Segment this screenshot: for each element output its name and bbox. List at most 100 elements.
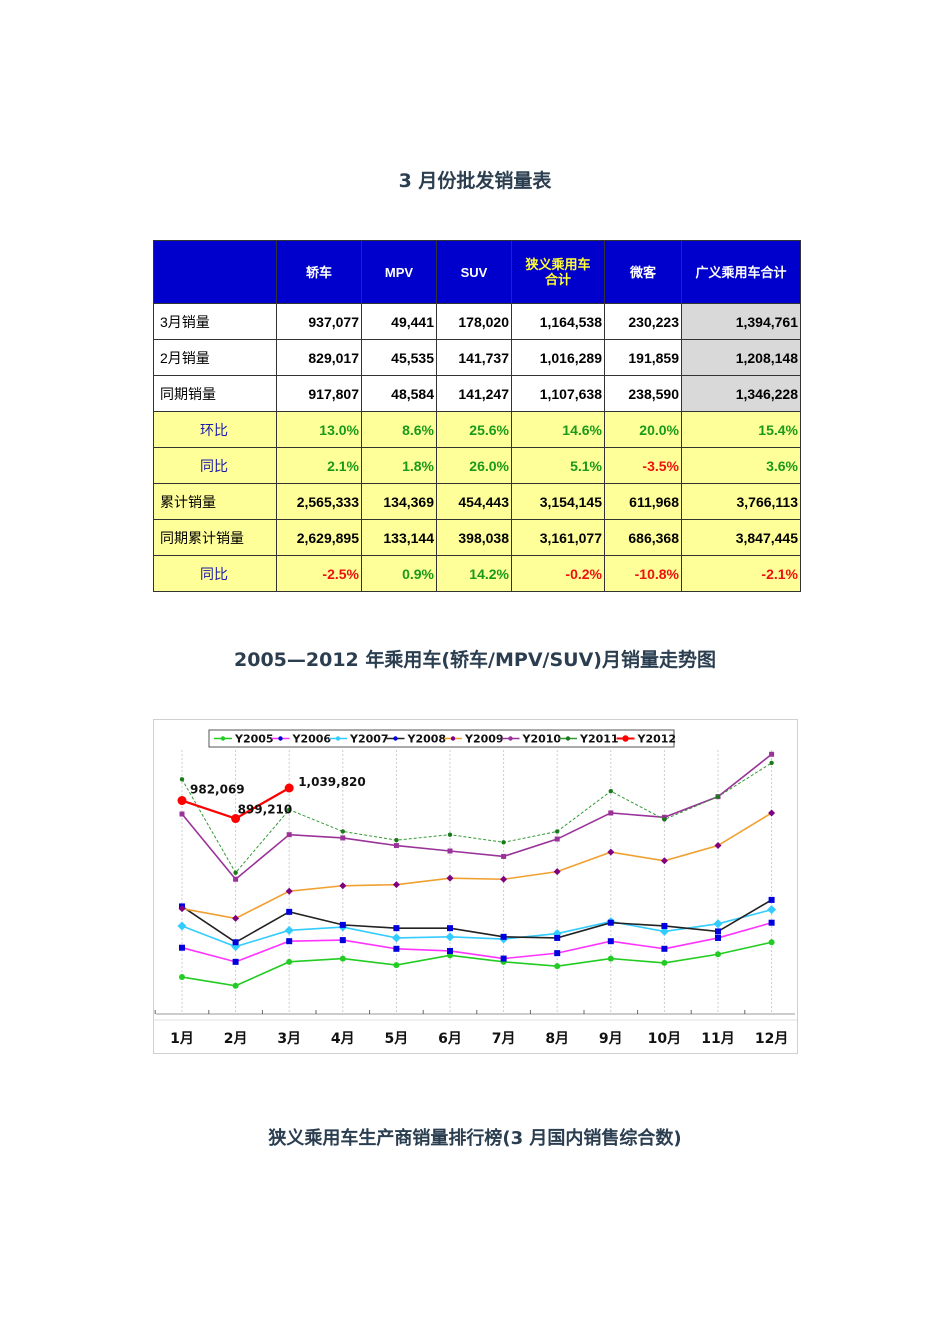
row-label: 3月销量 (153, 303, 277, 340)
data-point (500, 933, 507, 940)
data-point (554, 963, 561, 970)
table-cell: 3,161,077 (511, 519, 605, 556)
table-cell: 5.1% (511, 447, 605, 484)
table-cell: 134,369 (361, 483, 437, 520)
data-point (286, 938, 293, 945)
x-tick-label: 10月 (648, 1031, 681, 1047)
data-point (285, 887, 293, 895)
data-point (392, 881, 400, 889)
data-point (178, 905, 186, 913)
table-title: 3 月份批发销量表 (398, 170, 552, 192)
svg-text:Y2007: Y2007 (349, 733, 389, 746)
x-tick-label: 3月 (277, 1031, 301, 1047)
table-cell: 230,223 (604, 303, 682, 340)
table-cell: 14.2% (436, 555, 512, 592)
table-cell: 14.6% (511, 411, 605, 448)
data-point (286, 908, 293, 915)
table-cell: 611,968 (604, 483, 682, 520)
table-cell: 937,077 (276, 303, 362, 340)
data-point (768, 809, 776, 817)
data-point (445, 932, 455, 942)
table-cell: 1.8% (361, 447, 437, 484)
data-point (769, 760, 774, 766)
data-point (447, 848, 453, 854)
data-point (768, 939, 775, 946)
data-point (500, 875, 508, 883)
data-point (554, 934, 561, 941)
data-point (607, 938, 614, 945)
data-point (607, 919, 614, 926)
row-label: 累计销量 (153, 483, 277, 520)
svg-text:Y2006: Y2006 (292, 733, 332, 746)
table-header-row: 轿车 MPV SUV 狭义乘用车合计 微客 广义乘用车合计 (153, 240, 801, 304)
data-point (393, 843, 399, 849)
data-point (339, 937, 346, 944)
table-cell: 1,107,638 (511, 375, 605, 412)
data-point (662, 817, 667, 822)
data-point (768, 896, 775, 903)
x-tick-label: 8月 (545, 1031, 569, 1047)
x-tick-label: 1月 (170, 1031, 194, 1047)
data-point (177, 921, 187, 931)
table-row: 同期销量 917,807 48,584 141,247 1,107,638 238,590… (153, 375, 801, 412)
chart-title: 2005—2012 年乘用车(轿车/MPV/SUV)月销量走势图 (234, 649, 716, 671)
data-point (555, 829, 560, 834)
header-mpv: MPV (361, 240, 437, 304)
x-tick-label: 5月 (385, 1031, 409, 1047)
data-point (447, 832, 453, 837)
legend-item-y2009: Y2009 (444, 733, 504, 746)
data-point (715, 794, 721, 799)
data-point (286, 832, 292, 838)
svg-text:Y2009: Y2009 (464, 733, 504, 746)
data-point (661, 945, 668, 952)
legend-item-y2011: Y2011 (559, 733, 619, 746)
row-label: 环比 (153, 411, 277, 448)
table-cell: 45,535 (361, 339, 437, 376)
data-point (768, 919, 775, 926)
table-cell: 178,020 (436, 303, 512, 340)
data-point (232, 982, 239, 989)
table-cell: 2.1% (276, 447, 362, 484)
data-point (394, 837, 399, 843)
data-point (767, 905, 777, 915)
table-cell: 238,590 (604, 375, 682, 412)
series-y2006 (179, 919, 775, 965)
data-label: 1,039,820 (298, 775, 366, 789)
data-point (501, 840, 506, 845)
series-y2005 (179, 939, 775, 989)
chart-legend: Y2005 Y2006 Y2007 Y2008 Y2009 Y2010 Y2011 Y2012 (208, 729, 677, 748)
data-point (231, 942, 241, 952)
table-cell: -0.2% (511, 555, 605, 592)
table-cell: 1,208,148 (681, 339, 801, 376)
table-cell: -2.1% (681, 555, 801, 592)
data-point (553, 868, 561, 876)
series-y2012 (177, 783, 294, 824)
data-point (179, 944, 185, 951)
row-label: 同比 (153, 555, 277, 592)
svg-text:Y2011: Y2011 (579, 733, 619, 746)
svg-text:Y2008: Y2008 (407, 733, 447, 746)
monthly-sales-line-chart: 1月 2月 3月 4月 5月 6月 7月 8月 9月 10月 11月 12月 982,069 899,21… (153, 719, 798, 1054)
data-point (715, 951, 721, 958)
data-point (500, 955, 507, 962)
table-cell: 3,847,445 (681, 519, 801, 556)
data-point (391, 933, 401, 943)
table-row: 同期累计销量 2,629,895 133,144 398,038 3,161,077 68… (153, 519, 801, 556)
data-point (554, 950, 561, 957)
data-point (661, 922, 668, 929)
data-point (340, 835, 346, 841)
svg-text:Y2005: Y2005 (234, 733, 274, 746)
svg-text:Y2012: Y2012 (637, 733, 677, 746)
table-row: 累计销量 2,565,333 134,369 454,443 3,154,145 611,… (153, 483, 801, 520)
data-point (233, 870, 238, 875)
data-point (287, 807, 292, 812)
table-cell: 829,017 (276, 339, 362, 376)
row-label: 同期销量 (153, 375, 277, 412)
data-point (608, 789, 613, 794)
table-cell: 686,368 (604, 519, 682, 556)
data-point (177, 796, 187, 806)
x-tick-label: 12月 (755, 1031, 788, 1047)
data-point (713, 919, 723, 929)
header-blank (153, 240, 277, 304)
chart-canvas: 1月 2月 3月 4月 5月 6月 7月 8月 9月 10月 11月 12月 982,069 899,21… (154, 729, 797, 1047)
